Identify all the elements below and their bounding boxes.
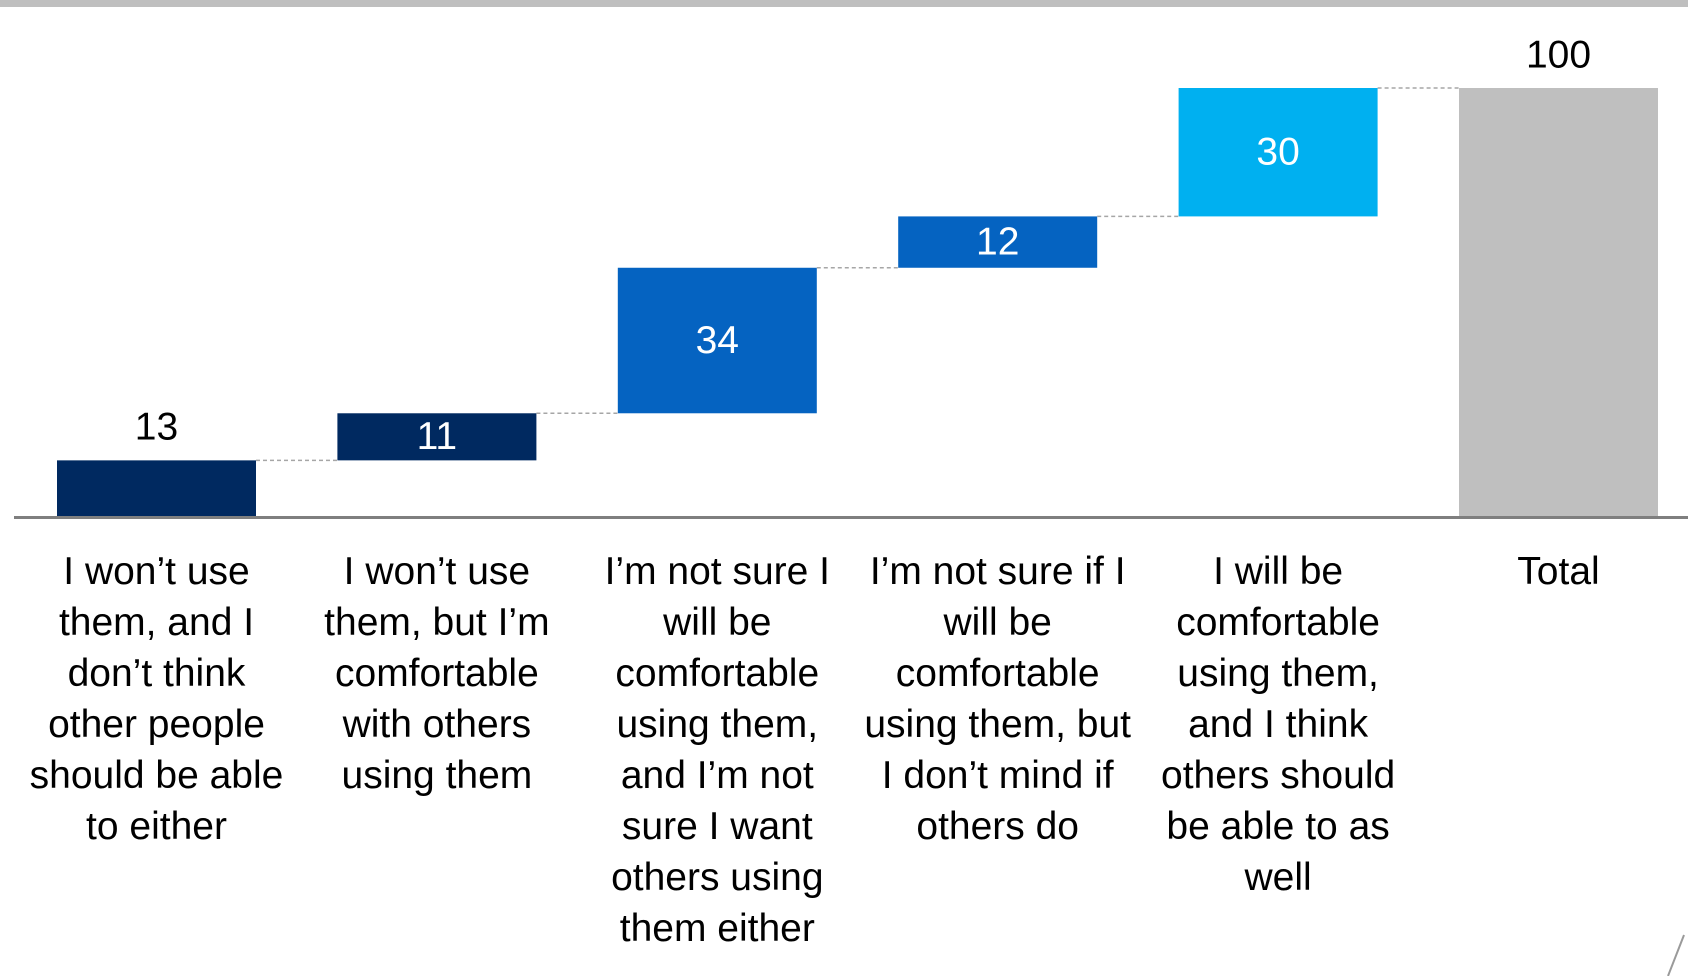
category-label: I’m not sure if I will be comfortable us… bbox=[864, 550, 1132, 848]
value-label: 11 bbox=[417, 415, 458, 458]
bar bbox=[1459, 88, 1658, 516]
top-rule bbox=[0, 0, 1688, 7]
bar bbox=[898, 216, 1098, 268]
category-label: I won’t use them, and I don’t think othe… bbox=[29, 550, 284, 848]
bar bbox=[337, 413, 537, 461]
category-label: I will be comfortable using them, and I … bbox=[1161, 550, 1396, 899]
value-label: 100 bbox=[1526, 33, 1591, 76]
category-label: I’m not sure I will be comfortable using… bbox=[604, 550, 830, 950]
value-label: 12 bbox=[976, 220, 1019, 263]
corner-slash bbox=[1667, 934, 1685, 976]
value-label: 34 bbox=[696, 319, 739, 362]
category-label: I won’t use them, but I’m comfortable wi… bbox=[324, 550, 550, 797]
value-label: 30 bbox=[1256, 130, 1299, 173]
bar bbox=[617, 267, 817, 414]
category-label: Total bbox=[1517, 550, 1600, 593]
bar bbox=[1178, 88, 1378, 217]
bar bbox=[57, 460, 256, 516]
value-label: 13 bbox=[135, 406, 178, 449]
